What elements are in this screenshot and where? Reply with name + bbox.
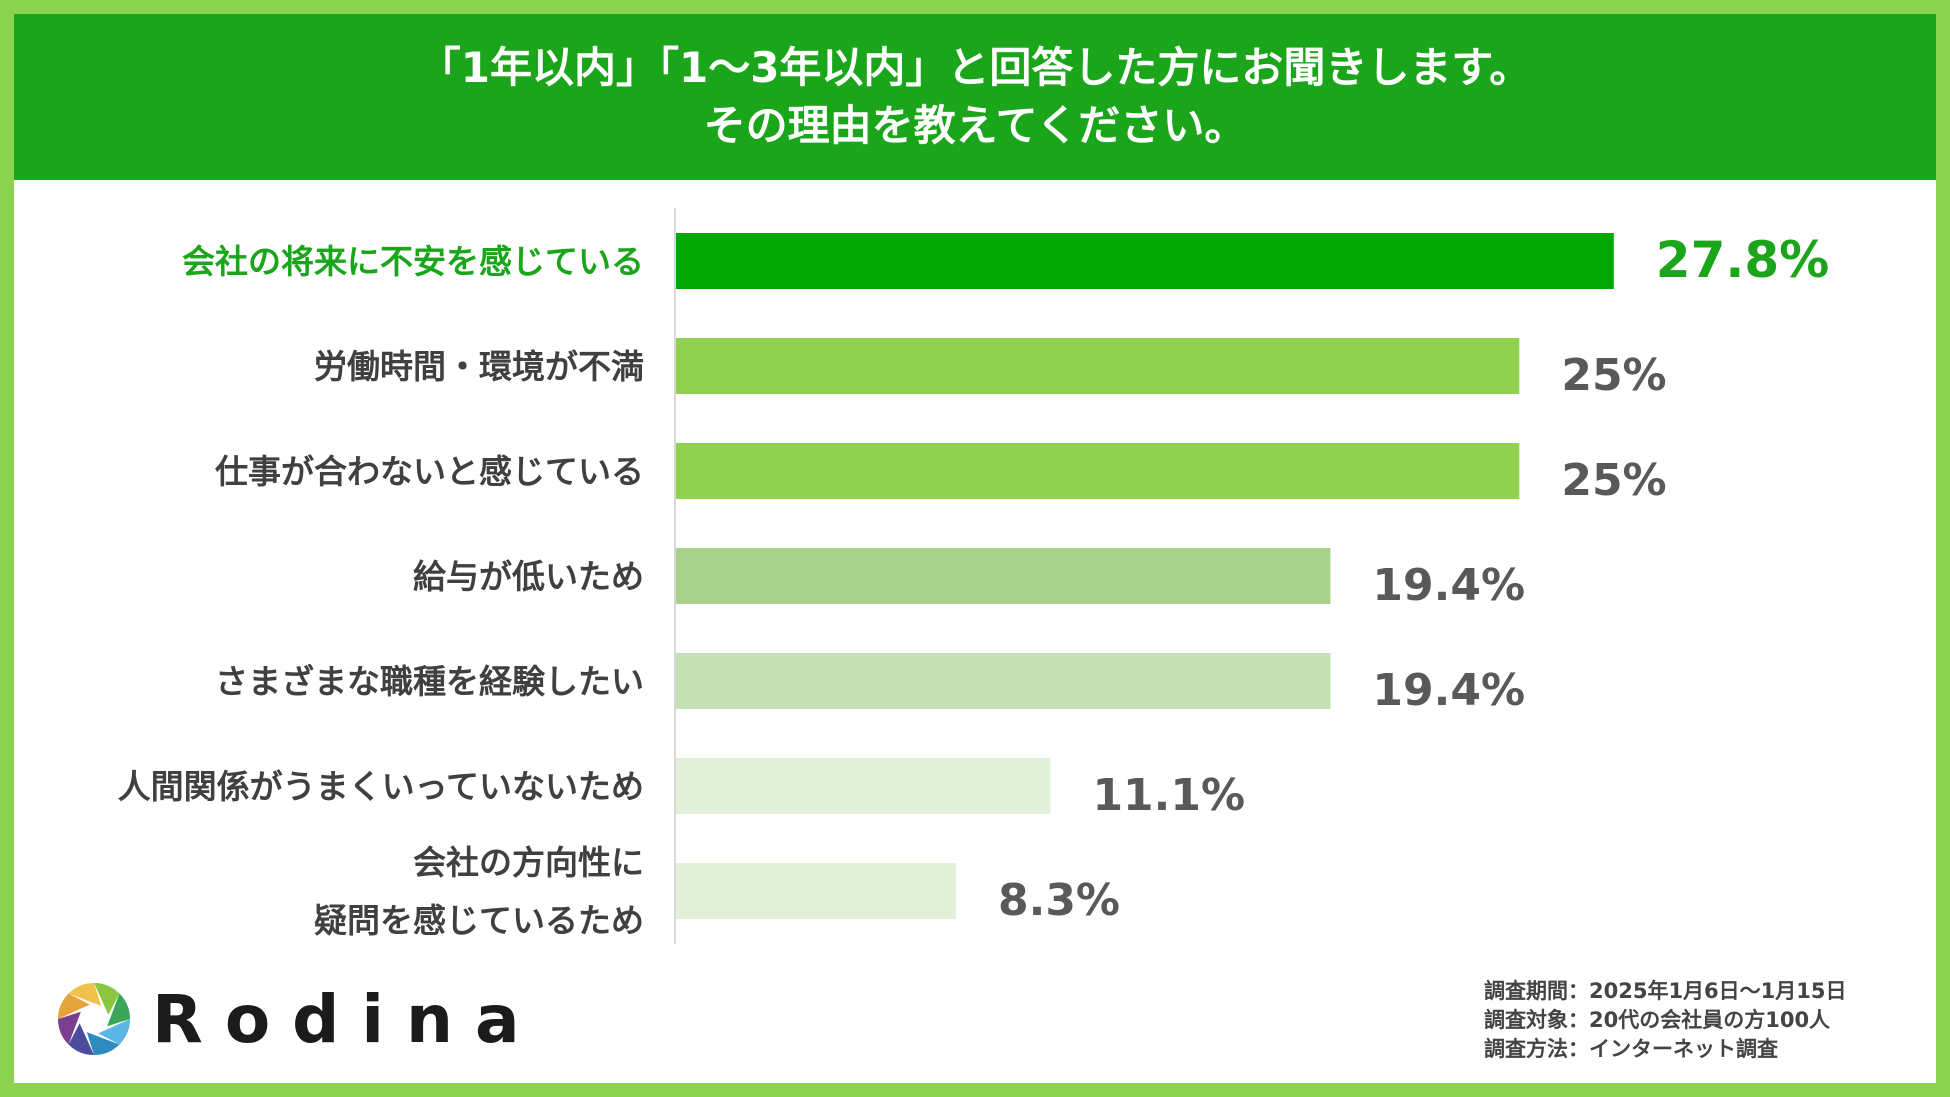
category-label: 仕事が合わないと感じている bbox=[215, 452, 644, 491]
category-label: さまざまな職種を経験したい bbox=[215, 662, 644, 701]
data-label: 25% bbox=[1561, 455, 1666, 506]
survey-period-label: 調査期間 bbox=[1484, 979, 1568, 1003]
bar bbox=[676, 233, 1614, 289]
category-label: 会社の将来に不安を感じている bbox=[182, 242, 644, 281]
chart-title-line-2: その理由を教えてください。 bbox=[703, 101, 1247, 150]
bar bbox=[676, 338, 1520, 394]
data-label: 25% bbox=[1561, 350, 1666, 401]
survey-target-value: 20代の会社員の方100人 bbox=[1589, 1008, 1831, 1032]
bar bbox=[676, 758, 1051, 814]
aperture-logo-icon bbox=[56, 981, 132, 1057]
bar bbox=[676, 548, 1331, 604]
logo-petal bbox=[86, 1032, 120, 1055]
survey-method-value: インターネット調査 bbox=[1589, 1037, 1778, 1061]
category-label: 疑問を感じているため bbox=[314, 901, 644, 940]
survey-method-label: 調査方法 bbox=[1484, 1037, 1568, 1061]
logo-petal bbox=[68, 1023, 94, 1055]
chart-title-line-1: 「1年以内」「1～3年以内」と回答した方にお聞きします。 bbox=[418, 43, 1532, 92]
chart-header: 「1年以内」「1～3年以内」と回答した方にお聞きします。 その理由を教えてくださ… bbox=[14, 14, 1936, 180]
company-name: Rodina bbox=[152, 980, 542, 1058]
chart-frame: 「1年以内」「1～3年以内」と回答した方にお聞きします。 その理由を教えてくださ… bbox=[14, 14, 1936, 1083]
bar bbox=[676, 863, 956, 919]
category-label: 給与が低いため bbox=[413, 557, 644, 596]
data-label: 19.4% bbox=[1372, 665, 1525, 716]
logo-petal bbox=[98, 1019, 130, 1045]
survey-period: 調査期間：2025年1月6日～1月15日 bbox=[1484, 977, 1847, 1006]
category-label: 人間関係がうまくいっていないため bbox=[118, 767, 644, 806]
logo-petal bbox=[58, 1011, 81, 1045]
data-label: 11.1% bbox=[1092, 770, 1245, 821]
bar-chart: 会社の将来に不安を感じている 27.8% 労働時間・環境が不満 25% 仕事が合わないと… bbox=[118, 208, 1829, 944]
survey-method: 調査方法：インターネット調査 bbox=[1484, 1035, 1847, 1064]
data-label: 27.8% bbox=[1656, 231, 1829, 289]
bar bbox=[676, 443, 1520, 499]
logo-petal bbox=[68, 983, 102, 1006]
survey-notes: 調査期間：2025年1月6日～1月15日 調査対象：20代の会社員の方100人 … bbox=[1484, 977, 1847, 1064]
survey-period-sep: ： bbox=[1568, 979, 1589, 1003]
category-label: 労働時間・環境が不満 bbox=[314, 347, 644, 386]
data-label: 8.3% bbox=[998, 875, 1120, 926]
data-label: 19.4% bbox=[1372, 560, 1525, 611]
logo-petal bbox=[58, 993, 90, 1019]
survey-target: 調査対象：20代の会社員の方100人 bbox=[1484, 1006, 1847, 1035]
survey-method-sep: ： bbox=[1568, 1037, 1589, 1061]
bar bbox=[676, 653, 1331, 709]
category-label: 会社の方向性に bbox=[413, 843, 644, 882]
logo-petal bbox=[94, 983, 120, 1015]
survey-period-value: 2025年1月6日～1月15日 bbox=[1589, 979, 1847, 1003]
company-logo: Rodina bbox=[54, 974, 542, 1064]
survey-target-label: 調査対象 bbox=[1484, 1008, 1568, 1032]
survey-target-sep: ： bbox=[1568, 1008, 1589, 1032]
logo-petal bbox=[107, 993, 130, 1027]
